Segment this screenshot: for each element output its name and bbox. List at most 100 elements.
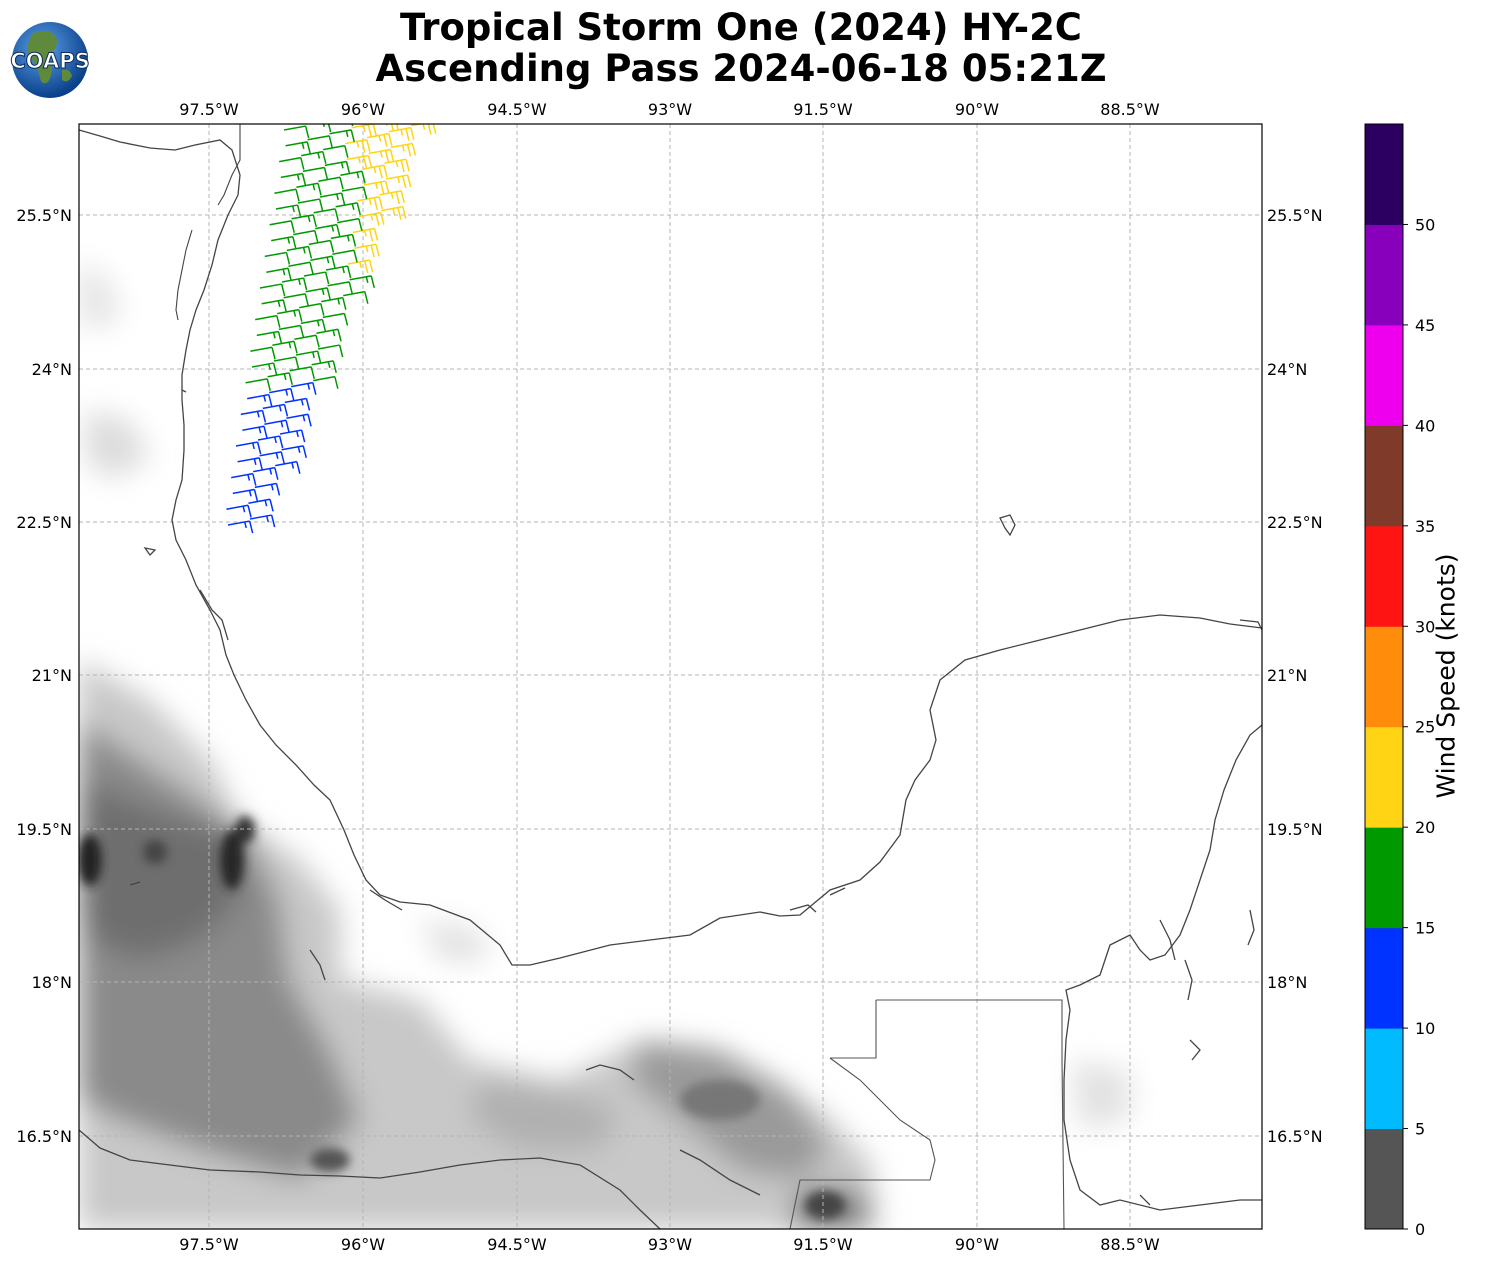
lon-label-top: 97.5°W xyxy=(179,100,239,119)
wind-barb xyxy=(337,217,363,231)
wind-barb xyxy=(237,457,263,471)
wind-barb xyxy=(259,283,286,297)
wind-barb xyxy=(281,277,308,291)
lon-label-bottom: 91.5°W xyxy=(793,1235,853,1254)
lat-label-right: 18°N xyxy=(1267,973,1307,992)
wind-barb xyxy=(325,265,352,279)
wind-barb xyxy=(259,451,285,465)
wind-barb xyxy=(384,158,410,173)
lat-label-right: 21°N xyxy=(1267,666,1307,685)
wind-barb xyxy=(231,472,257,486)
wind-barb xyxy=(284,397,311,411)
colorbar-tick-label: 25 xyxy=(1415,718,1435,737)
wind-barb xyxy=(385,174,412,189)
wind-barb xyxy=(357,196,383,210)
map-title-line1: Tropical Storm One (2024) HY-2C xyxy=(400,6,1082,49)
wind-barb xyxy=(275,204,302,218)
lon-label-top: 91.5°W xyxy=(793,100,853,119)
colorbar-tick-label: 10 xyxy=(1415,1019,1435,1038)
wind-barb xyxy=(286,245,313,259)
wind-barb xyxy=(264,251,291,265)
wind-barb xyxy=(340,170,366,184)
colorbar-segment xyxy=(1365,425,1403,527)
wind-barb xyxy=(319,192,346,206)
colorbar-segment xyxy=(1365,324,1403,426)
wind-barb xyxy=(226,504,252,518)
coaps-logo-icon: COAPS xyxy=(10,22,90,98)
wind-barb xyxy=(300,318,327,332)
lat-label-right: 19.5°N xyxy=(1267,820,1323,839)
wind-barb xyxy=(308,239,335,253)
wind-barb xyxy=(272,340,298,354)
wind-barb xyxy=(317,344,344,358)
wind-barb xyxy=(368,148,395,163)
wind-barb xyxy=(232,488,259,502)
colorbar-segment xyxy=(1365,1128,1403,1230)
colorbar-tick-label: 20 xyxy=(1415,818,1435,837)
lat-label-left: 21°N xyxy=(32,666,72,685)
colorbar-tick-label: 5 xyxy=(1415,1120,1425,1139)
wind-barb xyxy=(311,360,337,374)
colorbar-segment xyxy=(1365,525,1403,627)
wind-barb xyxy=(310,255,336,269)
wind-barb xyxy=(262,403,289,417)
wind-barb xyxy=(269,220,295,234)
lon-label-bottom: 88.5°W xyxy=(1100,1235,1160,1254)
wind-barb xyxy=(345,138,371,153)
wind-barb xyxy=(367,132,393,147)
wind-barb xyxy=(267,372,293,386)
lat-label-right: 22.5°N xyxy=(1267,513,1323,532)
lon-label-top: 88.5°W xyxy=(1100,100,1160,119)
wind-barb xyxy=(313,375,339,389)
wind-barb xyxy=(318,176,344,190)
lon-label-top: 93°W xyxy=(648,100,692,119)
wind-barb xyxy=(330,233,357,247)
wind-barb xyxy=(247,393,273,407)
wind-barb xyxy=(283,293,309,307)
wind-barb xyxy=(394,96,419,109)
wind-barb xyxy=(271,235,297,249)
colorbar-segment xyxy=(1365,1028,1403,1130)
lat-label-left: 25.5°N xyxy=(16,206,72,225)
wind-barb xyxy=(280,172,307,186)
wind-barb xyxy=(253,466,279,480)
colorbar-tick-label: 40 xyxy=(1415,416,1435,435)
wind-barb xyxy=(245,378,271,392)
wind-barb xyxy=(294,334,320,348)
wind-barb xyxy=(381,205,407,220)
lon-label-top: 94.5°W xyxy=(487,100,547,119)
colorbar-frame xyxy=(1364,123,1404,1230)
wind-barb xyxy=(324,160,351,174)
wind-barb xyxy=(256,330,283,344)
wind-barb xyxy=(288,261,314,275)
wind-barb xyxy=(291,214,317,228)
wind-barb xyxy=(235,441,262,455)
wind-barb xyxy=(418,106,443,119)
country-borders xyxy=(789,999,1065,1229)
wind-barb xyxy=(354,243,380,258)
wind-barb xyxy=(264,419,290,433)
colorbar-segment xyxy=(1365,726,1403,828)
colorbar: 0 5 10 15 20 25 30 35 40 45 50 xyxy=(1364,123,1435,1239)
wind-barb xyxy=(362,164,388,179)
lon-label-top: 96°W xyxy=(341,100,385,119)
colorbar-segment xyxy=(1365,927,1403,1029)
wind-barb xyxy=(285,141,311,155)
wind-barb xyxy=(303,271,330,285)
lon-label-bottom: 97.5°W xyxy=(179,1235,239,1254)
lon-label-bottom: 96°W xyxy=(341,1235,385,1254)
wind-barb xyxy=(251,362,278,376)
wind-barb xyxy=(379,190,405,204)
wind-barb xyxy=(273,356,300,370)
wind-barb xyxy=(351,124,377,137)
wind-barb xyxy=(295,350,322,364)
wind-barb xyxy=(305,287,331,301)
wind-barb xyxy=(296,182,322,196)
wind-barb xyxy=(254,482,281,496)
wind-barb xyxy=(240,409,267,423)
wind-barb xyxy=(291,381,317,395)
wind-barb xyxy=(385,124,399,131)
colorbar-segment xyxy=(1365,827,1403,929)
wind-barb xyxy=(283,125,310,139)
